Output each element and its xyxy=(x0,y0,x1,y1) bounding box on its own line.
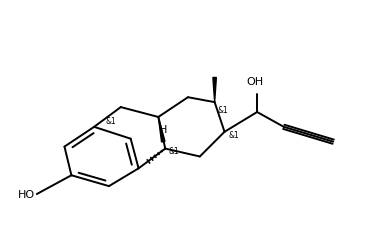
Text: &1: &1 xyxy=(229,131,239,140)
Text: H: H xyxy=(159,124,167,134)
Polygon shape xyxy=(213,78,216,103)
Text: &1: &1 xyxy=(218,105,229,114)
Polygon shape xyxy=(158,117,165,142)
Text: &1: &1 xyxy=(106,117,117,126)
Text: &1: &1 xyxy=(168,146,179,155)
Text: HO: HO xyxy=(18,189,35,199)
Text: OH: OH xyxy=(247,77,264,87)
